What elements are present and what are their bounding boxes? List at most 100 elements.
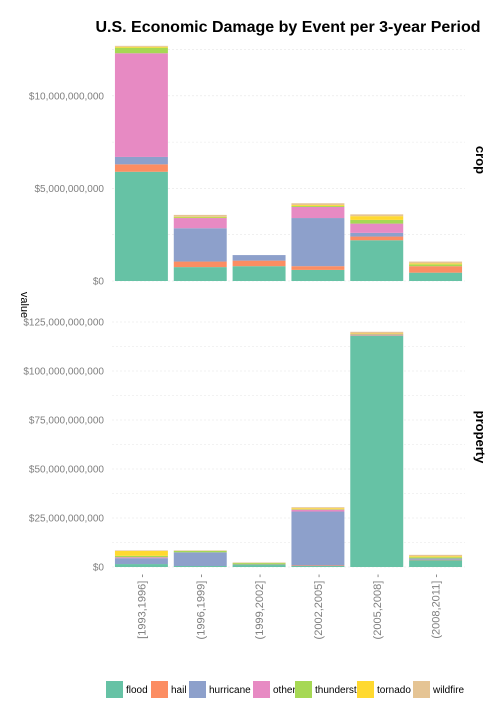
- bar-property-hurricane: [350, 334, 404, 336]
- bar-crop-tornado: [409, 263, 463, 265]
- bar-crop-other: [114, 53, 168, 157]
- bar-crop-flood: [114, 171, 168, 281]
- bar-property-thunderstorm: [291, 509, 345, 510]
- x-tick-label: (2005,2008] -: [372, 574, 384, 640]
- bar-property-tornado: [350, 333, 404, 335]
- legend: flood hail hurricane other thunderstorm torna…: [106, 681, 465, 698]
- bar-property-hail: [291, 565, 345, 567]
- legend-label: other: [273, 685, 296, 696]
- bar-property-hurricane: [291, 511, 345, 566]
- bar-property-thunderstorm: [114, 555, 168, 558]
- bar-crop-hail: [350, 236, 404, 241]
- bar-crop-hail: [173, 261, 227, 268]
- bar-crop-hurricane: [350, 232, 404, 237]
- legend-swatch: [295, 681, 312, 698]
- y-tick-label: $125,000,000,000: [23, 318, 104, 329]
- x-tick-label: (1999,2002] -: [254, 574, 266, 640]
- bar-property-flood: [173, 566, 227, 567]
- bar-property-tornado: [409, 556, 463, 558]
- facet-label-property: property: [473, 411, 488, 465]
- bar-crop-flood: [409, 272, 463, 281]
- legend-label: hurricane: [209, 685, 251, 696]
- bar-property-hail: [409, 559, 463, 561]
- bar-property-wildfire: [350, 331, 404, 334]
- bar-crop-tornado: [350, 216, 404, 220]
- bar-property-thunderstorm: [173, 550, 227, 553]
- legend-item-hail: hail: [151, 681, 187, 698]
- bar-crop-wildfire: [114, 45, 168, 47]
- bar-crop-flood: [173, 267, 227, 281]
- legend-swatch: [106, 681, 123, 698]
- x-tick-label: (2008,2011] -: [431, 574, 443, 639]
- bar-property-hurricane: [114, 558, 168, 565]
- bar-crop-flood: [291, 269, 345, 281]
- bar-crop-wildfire: [350, 214, 404, 217]
- bar-property-flood: [409, 560, 463, 567]
- bar-crop-other: [350, 223, 404, 233]
- y-tick-label: $75,000,000,000: [29, 416, 105, 427]
- bar-property-tornado: [114, 550, 168, 556]
- bar-crop-hurricane: [291, 218, 345, 267]
- bar-property-flood: [350, 335, 404, 567]
- legend-label: thunderstorm: [315, 685, 374, 696]
- bar-property-other: [350, 334, 404, 335]
- legend-swatch: [151, 681, 168, 698]
- bar-crop-hail: [232, 260, 286, 267]
- bar-property-hurricane: [409, 558, 463, 560]
- bar-crop-thunderstorm: [173, 217, 227, 219]
- bar-crop-tornado: [173, 216, 227, 218]
- legend-label: wildfire: [432, 685, 465, 696]
- bar-property-wildfire: [173, 550, 227, 551]
- bar-crop-wildfire: [173, 214, 227, 217]
- bar-property-hail: [350, 335, 404, 336]
- legend-item-hurricane: hurricane: [189, 681, 251, 698]
- legend-item-other: other: [253, 681, 296, 698]
- bar-crop-hurricane: [114, 156, 168, 165]
- y-tick-label: $0: [93, 563, 105, 574]
- bar-property-wildfire: [291, 507, 345, 509]
- bar-crop-thunderstorm: [291, 206, 345, 207]
- legend-label: tornado: [377, 685, 411, 696]
- bar-crop-thunderstorm: [409, 264, 463, 267]
- bar-crop-hail: [114, 164, 168, 172]
- x-tick-label: [1993,1996] -: [136, 574, 148, 639]
- y-tick-label: $5,000,000,000: [34, 184, 104, 195]
- legend-label: hail: [171, 685, 187, 696]
- legend-swatch: [413, 681, 430, 698]
- facet-label-crop: crop: [473, 146, 488, 174]
- bar-property-other: [114, 557, 168, 559]
- bar-crop-tornado: [291, 205, 345, 207]
- bar-crop-hail: [291, 266, 345, 270]
- legend-swatch: [357, 681, 374, 698]
- legend-swatch: [189, 681, 206, 698]
- legend-item-tornado: tornado: [357, 681, 411, 698]
- y-tick-label: $100,000,000,000: [23, 367, 104, 378]
- y-tick-label: $50,000,000,000: [29, 465, 105, 476]
- bar-crop-thunderstorm: [114, 47, 168, 54]
- bar-crop-hurricane: [173, 228, 227, 262]
- bar-property-wildfire: [232, 562, 286, 564]
- bar-crop-other: [173, 218, 227, 229]
- bar-property-wildfire: [409, 554, 463, 557]
- chart-title: U.S. Economic Damage by Event per 3-year…: [95, 19, 480, 36]
- bar-crop-flood: [350, 240, 404, 281]
- legend-item-wildfire: wildfire: [413, 681, 465, 698]
- bar-crop-wildfire: [409, 261, 463, 264]
- bar-property-hurricane: [232, 564, 286, 566]
- y-tick-label: $10,000,000,000: [29, 91, 105, 102]
- bar-crop-other: [291, 206, 345, 219]
- bar-property-thunderstorm: [409, 557, 463, 559]
- bar-property-hurricane: [173, 552, 227, 567]
- bar-crop-thunderstorm: [350, 219, 404, 224]
- bar-property-flood: [114, 564, 168, 567]
- bar-crop-hail: [409, 266, 463, 273]
- bar-property-wildfire: [114, 550, 168, 551]
- y-axis-label: value: [18, 292, 30, 318]
- bar-crop-tornado: [114, 46, 168, 48]
- bar-property-tornado: [291, 508, 345, 510]
- bar-property-thunderstorm: [232, 563, 286, 565]
- bar-property-other: [291, 509, 345, 512]
- legend-swatch: [253, 681, 270, 698]
- bar-property-flood: [232, 565, 286, 567]
